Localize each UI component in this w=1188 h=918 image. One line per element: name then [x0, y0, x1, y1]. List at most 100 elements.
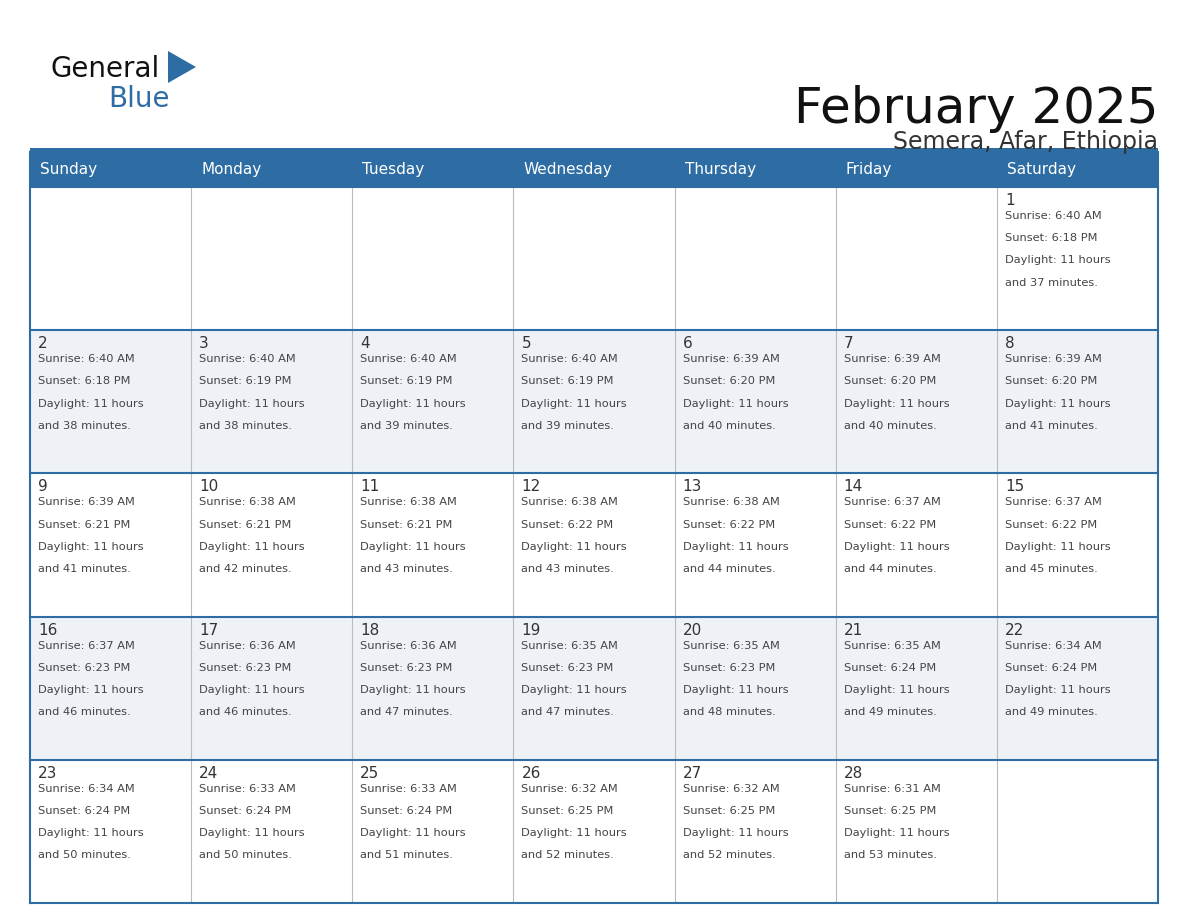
Bar [30, 617, 191, 760]
Text: Sunset: 6:23 PM: Sunset: 6:23 PM [683, 663, 775, 673]
Text: Daylight: 11 hours: Daylight: 11 hours [522, 542, 627, 552]
Text: Sunset: 6:19 PM: Sunset: 6:19 PM [522, 376, 614, 386]
Text: Sunset: 6:19 PM: Sunset: 6:19 PM [360, 376, 453, 386]
Text: Sunrise: 6:35 AM: Sunrise: 6:35 AM [522, 641, 618, 651]
Text: Sunset: 6:20 PM: Sunset: 6:20 PM [843, 376, 936, 386]
Text: Daylight: 11 hours: Daylight: 11 hours [522, 685, 627, 695]
Text: and 47 minutes.: and 47 minutes. [360, 707, 453, 717]
Text: Sunset: 6:21 PM: Sunset: 6:21 PM [360, 520, 453, 530]
Text: 7: 7 [843, 336, 853, 352]
Text: 12: 12 [522, 479, 541, 495]
Bar [997, 760, 1158, 903]
Text: Saturday: Saturday [1007, 162, 1076, 177]
Text: Monday: Monday [201, 162, 261, 177]
Bar [353, 187, 513, 330]
Text: Daylight: 11 hours: Daylight: 11 hours [843, 398, 949, 409]
Text: Daylight: 11 hours: Daylight: 11 hours [683, 542, 788, 552]
Bar [30, 152, 191, 187]
Text: Sunrise: 6:40 AM: Sunrise: 6:40 AM [200, 354, 296, 364]
Text: Daylight: 11 hours: Daylight: 11 hours [200, 542, 305, 552]
Bar [675, 617, 835, 760]
Text: Daylight: 11 hours: Daylight: 11 hours [843, 685, 949, 695]
Text: and 44 minutes.: and 44 minutes. [683, 564, 776, 574]
Text: Sunrise: 6:37 AM: Sunrise: 6:37 AM [843, 498, 941, 508]
Text: February 2025: February 2025 [794, 85, 1158, 133]
Text: Daylight: 11 hours: Daylight: 11 hours [522, 828, 627, 838]
Bar [835, 330, 997, 474]
Text: Sunset: 6:23 PM: Sunset: 6:23 PM [200, 663, 291, 673]
Bar [191, 152, 353, 187]
Text: 21: 21 [843, 622, 862, 638]
Bar [353, 760, 513, 903]
Text: Sunrise: 6:40 AM: Sunrise: 6:40 AM [522, 354, 618, 364]
Text: and 46 minutes.: and 46 minutes. [200, 707, 292, 717]
Text: Sunrise: 6:36 AM: Sunrise: 6:36 AM [360, 641, 457, 651]
Text: Sunset: 6:18 PM: Sunset: 6:18 PM [1005, 233, 1098, 243]
Bar [353, 330, 513, 474]
Text: Daylight: 11 hours: Daylight: 11 hours [1005, 255, 1111, 265]
Text: and 40 minutes.: and 40 minutes. [683, 420, 776, 431]
Text: Sunrise: 6:38 AM: Sunrise: 6:38 AM [360, 498, 457, 508]
Text: and 38 minutes.: and 38 minutes. [38, 420, 131, 431]
Text: 25: 25 [360, 766, 379, 781]
Text: Daylight: 11 hours: Daylight: 11 hours [200, 685, 305, 695]
Bar [513, 760, 675, 903]
Bar [675, 474, 835, 617]
Text: 20: 20 [683, 622, 702, 638]
Text: Daylight: 11 hours: Daylight: 11 hours [200, 828, 305, 838]
Text: 23: 23 [38, 766, 57, 781]
Text: and 49 minutes.: and 49 minutes. [1005, 707, 1098, 717]
Text: 4: 4 [360, 336, 369, 352]
Text: 27: 27 [683, 766, 702, 781]
Text: and 49 minutes.: and 49 minutes. [843, 707, 936, 717]
Bar [675, 187, 835, 330]
Bar [353, 474, 513, 617]
Bar [30, 330, 191, 474]
Text: Sunrise: 6:31 AM: Sunrise: 6:31 AM [843, 784, 941, 794]
Text: Sunset: 6:24 PM: Sunset: 6:24 PM [38, 806, 131, 816]
Text: Sunrise: 6:38 AM: Sunrise: 6:38 AM [522, 498, 618, 508]
Text: 1: 1 [1005, 193, 1015, 208]
Text: Tuesday: Tuesday [362, 162, 424, 177]
Text: and 52 minutes.: and 52 minutes. [522, 850, 614, 860]
Bar [513, 474, 675, 617]
Bar [835, 187, 997, 330]
Bar [835, 617, 997, 760]
Bar [675, 760, 835, 903]
Text: Sunday: Sunday [40, 162, 97, 177]
Text: and 43 minutes.: and 43 minutes. [522, 564, 614, 574]
Text: Sunset: 6:20 PM: Sunset: 6:20 PM [683, 376, 775, 386]
Text: Sunset: 6:22 PM: Sunset: 6:22 PM [683, 520, 775, 530]
Text: Sunrise: 6:40 AM: Sunrise: 6:40 AM [38, 354, 134, 364]
Text: and 45 minutes.: and 45 minutes. [1005, 564, 1098, 574]
Text: Daylight: 11 hours: Daylight: 11 hours [38, 542, 144, 552]
Text: Sunset: 6:20 PM: Sunset: 6:20 PM [1005, 376, 1098, 386]
Bar [30, 760, 191, 903]
Text: Daylight: 11 hours: Daylight: 11 hours [38, 685, 144, 695]
Text: and 37 minutes.: and 37 minutes. [1005, 277, 1098, 287]
Text: Sunrise: 6:37 AM: Sunrise: 6:37 AM [38, 641, 135, 651]
Bar [997, 152, 1158, 187]
Text: Daylight: 11 hours: Daylight: 11 hours [200, 398, 305, 409]
Text: Sunset: 6:22 PM: Sunset: 6:22 PM [1005, 520, 1097, 530]
Text: Sunrise: 6:32 AM: Sunrise: 6:32 AM [522, 784, 618, 794]
Text: Sunset: 6:24 PM: Sunset: 6:24 PM [200, 806, 291, 816]
Bar [191, 760, 353, 903]
Text: Sunrise: 6:39 AM: Sunrise: 6:39 AM [1005, 354, 1101, 364]
Text: 13: 13 [683, 479, 702, 495]
Text: Sunset: 6:23 PM: Sunset: 6:23 PM [522, 663, 614, 673]
Bar [513, 187, 675, 330]
Bar [191, 474, 353, 617]
Text: Sunset: 6:23 PM: Sunset: 6:23 PM [360, 663, 453, 673]
Text: Sunrise: 6:39 AM: Sunrise: 6:39 AM [683, 354, 779, 364]
Text: 2: 2 [38, 336, 48, 352]
Text: Semera, Afar, Ethiopia: Semera, Afar, Ethiopia [893, 130, 1158, 154]
Text: Sunrise: 6:36 AM: Sunrise: 6:36 AM [200, 641, 296, 651]
Text: Daylight: 11 hours: Daylight: 11 hours [683, 398, 788, 409]
Text: Sunset: 6:22 PM: Sunset: 6:22 PM [522, 520, 614, 530]
Text: Daylight: 11 hours: Daylight: 11 hours [843, 542, 949, 552]
Bar [191, 617, 353, 760]
Text: Sunset: 6:23 PM: Sunset: 6:23 PM [38, 663, 131, 673]
Bar [997, 187, 1158, 330]
Text: and 43 minutes.: and 43 minutes. [360, 564, 453, 574]
